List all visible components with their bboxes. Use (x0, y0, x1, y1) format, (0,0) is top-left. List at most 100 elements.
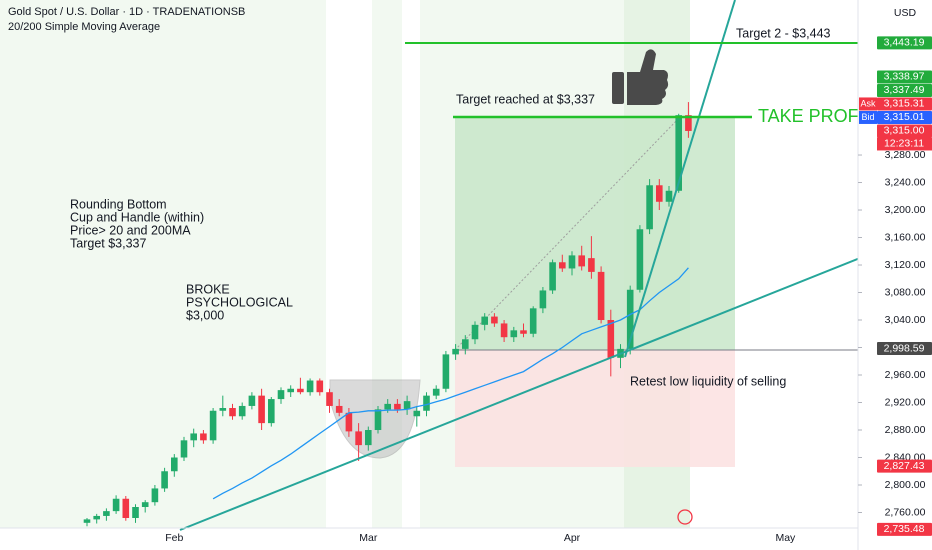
y-tick-label: 3,120.00 (885, 259, 926, 271)
trend-line (179, 257, 858, 531)
candle-body (597, 271, 605, 321)
x-tick-label: May (775, 532, 796, 544)
y-tick-label: 2,800.00 (885, 479, 926, 491)
candle-body (248, 395, 256, 406)
price-label-box (877, 110, 932, 124)
candle-body (423, 395, 430, 411)
price-tag: Ask (860, 98, 876, 108)
candle-body (277, 390, 285, 400)
price-label: 2,827.43 (884, 460, 925, 472)
candle-body (510, 330, 518, 338)
annotation: Rounding Bottom (70, 197, 167, 211)
take-profit-label: TAKE PROFIT (758, 106, 875, 126)
candle-body (481, 316, 488, 325)
profit-zone (455, 117, 735, 350)
candle-body (549, 262, 556, 291)
candle-body (656, 185, 663, 202)
candle-body (335, 405, 343, 413)
drawings: TAKE PROFIT (179, 0, 875, 531)
currency-label: USD (894, 7, 917, 19)
candle-body (141, 502, 149, 508)
candle-body (374, 409, 382, 431)
candle-body (607, 320, 615, 358)
annotation: Retest low liquidity of selling (630, 374, 786, 388)
candle-body (539, 290, 547, 309)
annotation: Target $3,337 (70, 236, 146, 250)
price-label-box (877, 522, 932, 536)
price-tag-box (859, 110, 877, 124)
annotation: Cup and Handle (within) (70, 210, 204, 224)
candle-body (83, 519, 91, 523)
price-label-box (877, 341, 932, 355)
annotation: $3,000 (186, 308, 224, 322)
y-tick-label: 2,960.00 (885, 369, 926, 381)
price-label: 2,998.59 (884, 342, 925, 354)
candle-body (355, 431, 362, 446)
candle-body (306, 380, 314, 393)
x-tick-label: Mar (359, 532, 378, 544)
price-label: 3,443.19 (884, 37, 925, 49)
y-tick-label: 3,280.00 (885, 149, 926, 161)
price-label: 3,315.31 (884, 98, 925, 110)
candle-body (491, 316, 498, 324)
candle-body (238, 405, 246, 417)
chart-subtitle: 20/200 Simple Moving Average (8, 21, 160, 33)
candle-body (287, 388, 294, 393)
candle-body (626, 289, 634, 349)
candle-body (316, 380, 324, 393)
candle-body (161, 471, 168, 489)
candle-body (568, 255, 576, 269)
candle-body (588, 258, 595, 272)
price-label: 3,338.97 (884, 71, 925, 83)
candle-body (326, 392, 333, 406)
y-tick-label: 3,080.00 (885, 286, 926, 298)
candle-body (432, 388, 440, 396)
y-tick-label: 2,880.00 (885, 424, 926, 436)
candle-body (413, 410, 421, 417)
candle-body (180, 440, 188, 458)
y-tick-label: 3,240.00 (885, 176, 926, 188)
candle-body (229, 408, 236, 417)
price-label-box (877, 97, 932, 111)
x-tick-label: Apr (564, 532, 581, 544)
candle-body (151, 488, 159, 503)
candle-body (384, 403, 391, 410)
trend-line (624, 0, 736, 358)
y-tick-label: 2,760.00 (885, 506, 926, 518)
thumbs-up-icon (612, 49, 669, 105)
candle-body (209, 410, 217, 441)
plot (83, 102, 692, 527)
candle-body (500, 323, 508, 338)
annotation: Target 2 - $3,443 (736, 26, 831, 40)
candle-body (112, 498, 120, 512)
candle-body (403, 401, 411, 410)
candle-body (219, 408, 227, 411)
price-label: 3,337.49 (884, 84, 925, 96)
y-tick-label: 3,040.00 (885, 314, 926, 326)
path-line (454, 116, 681, 351)
price-label-box (877, 459, 932, 473)
candle-body (471, 324, 479, 340)
price-label: 3,315.01 (884, 111, 925, 123)
candle-body (578, 255, 585, 267)
candle-body (297, 388, 304, 393)
candle-body (200, 433, 207, 441)
candle-body (190, 433, 197, 441)
candle-body (559, 262, 566, 269)
candle-body (365, 430, 372, 446)
candle-body (442, 354, 450, 389)
position-box (454, 116, 858, 467)
y-tick-label: 3,200.00 (885, 204, 926, 216)
candle-body (171, 457, 178, 472)
price-label: 2,735.48 (884, 523, 925, 535)
band (0, 0, 326, 528)
candle-body (103, 511, 110, 516)
annotation: Target reached at $3,337 (456, 92, 595, 106)
candle-body (646, 185, 653, 230)
countdown: 12:23:11 (884, 138, 924, 150)
event-icon (677, 509, 693, 525)
annotation: BROKE (186, 282, 230, 296)
candle-body (268, 399, 275, 424)
candle-body (685, 115, 692, 131)
price-tag: Bid (861, 112, 874, 122)
